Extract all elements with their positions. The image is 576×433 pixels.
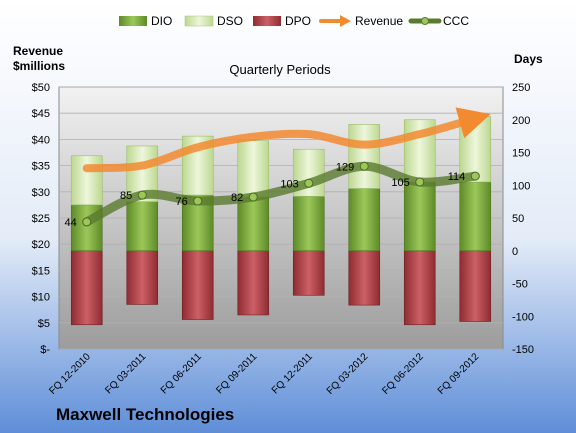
- dso-bar: [70, 155, 103, 206]
- ccc-point: [137, 190, 147, 200]
- ccc-point: [193, 196, 203, 206]
- dio-bar: [237, 196, 270, 252]
- dso-bar: [237, 140, 270, 198]
- left-tick-label: $50: [32, 82, 50, 94]
- ccc-data-label: 85: [120, 190, 132, 202]
- company-name: Maxwell Technologies: [56, 405, 234, 424]
- data-labels: 44 85 76 82 103 129 105 114: [65, 161, 466, 229]
- ccc-data-label: 82: [231, 192, 243, 204]
- ccc-point: [304, 178, 314, 188]
- dpo-bar: [181, 250, 214, 320]
- dio-bar: [348, 188, 381, 252]
- left-tick-label: $10: [32, 292, 50, 304]
- left-tick-label: $5: [38, 318, 50, 330]
- ccc-point: [470, 171, 480, 181]
- right-tick-label: 50: [512, 213, 524, 225]
- ccc-point: [82, 217, 92, 227]
- left-tick-label: $-: [40, 344, 50, 356]
- legend-label-dpo: DPO: [285, 14, 311, 28]
- chart-title: Quarterly Periods: [229, 62, 331, 77]
- dpo-bar: [459, 250, 492, 322]
- dio-bar: [292, 196, 325, 252]
- dpo-bar: [126, 250, 159, 305]
- left-tick-label: $25: [32, 213, 50, 225]
- legend-swatch-dio: [119, 16, 147, 26]
- dpo-bar: [292, 250, 325, 296]
- left-tick-label: $35: [32, 161, 50, 173]
- ccc-data-label: 103: [280, 178, 298, 190]
- left-axis-title-line2: $millions: [13, 59, 65, 73]
- right-tick-label: 250: [512, 82, 530, 94]
- ccc-data-label: 114: [448, 171, 466, 183]
- left-tick-label: $20: [32, 239, 50, 251]
- legend-label-dso: DSO: [217, 14, 243, 28]
- right-tick-label: -50: [512, 279, 528, 291]
- ccc-point: [359, 161, 369, 171]
- legend-label-dio: DIO: [151, 14, 172, 28]
- right-tick-label: 200: [512, 115, 530, 127]
- dso-bar: [348, 124, 381, 189]
- legend-label-revenue: Revenue: [355, 14, 403, 28]
- left-tick-label: $15: [32, 265, 50, 277]
- dio-bar: [403, 181, 436, 252]
- right-tick-label: -150: [512, 344, 534, 356]
- revenue-line: [82, 107, 491, 173]
- right-tick-label: 150: [512, 148, 530, 160]
- dio-bar: [126, 201, 159, 252]
- left-tick-label: $45: [32, 108, 50, 120]
- legend-swatch-dso: [184, 15, 214, 27]
- dpo-bar: [403, 250, 436, 326]
- dio-bar: [459, 181, 492, 252]
- legend-swatch-dpo: [253, 16, 281, 26]
- ccc-line: [82, 161, 480, 227]
- ccc-point: [415, 177, 425, 187]
- lines: [82, 107, 491, 227]
- legend: DIO DSO DPO Revenue CCC: [119, 14, 469, 28]
- legend-label-ccc: CCC: [443, 14, 469, 28]
- ccc-data-label: 105: [391, 177, 409, 189]
- right-tick-label: 100: [512, 180, 530, 192]
- ccc-data-label: 76: [176, 196, 188, 208]
- dpo-bar: [237, 250, 270, 316]
- left-tick-label: $40: [32, 134, 50, 146]
- ccc-data-label: 44: [65, 217, 77, 229]
- right-tick-label: -100: [512, 311, 534, 323]
- left-tick-label: $30: [32, 187, 50, 199]
- dpo-bar: [348, 250, 381, 306]
- legend-arrow-icon: [340, 15, 351, 27]
- right-tick-label: 0: [512, 246, 518, 258]
- ccc-data-label: 129: [336, 161, 354, 173]
- legend-marker-ccc: [421, 17, 429, 25]
- ccc-point: [248, 192, 258, 202]
- dpo-bar: [70, 250, 103, 326]
- right-axis-title: Days: [514, 52, 543, 66]
- left-axis-title-line1: Revenue: [13, 44, 63, 58]
